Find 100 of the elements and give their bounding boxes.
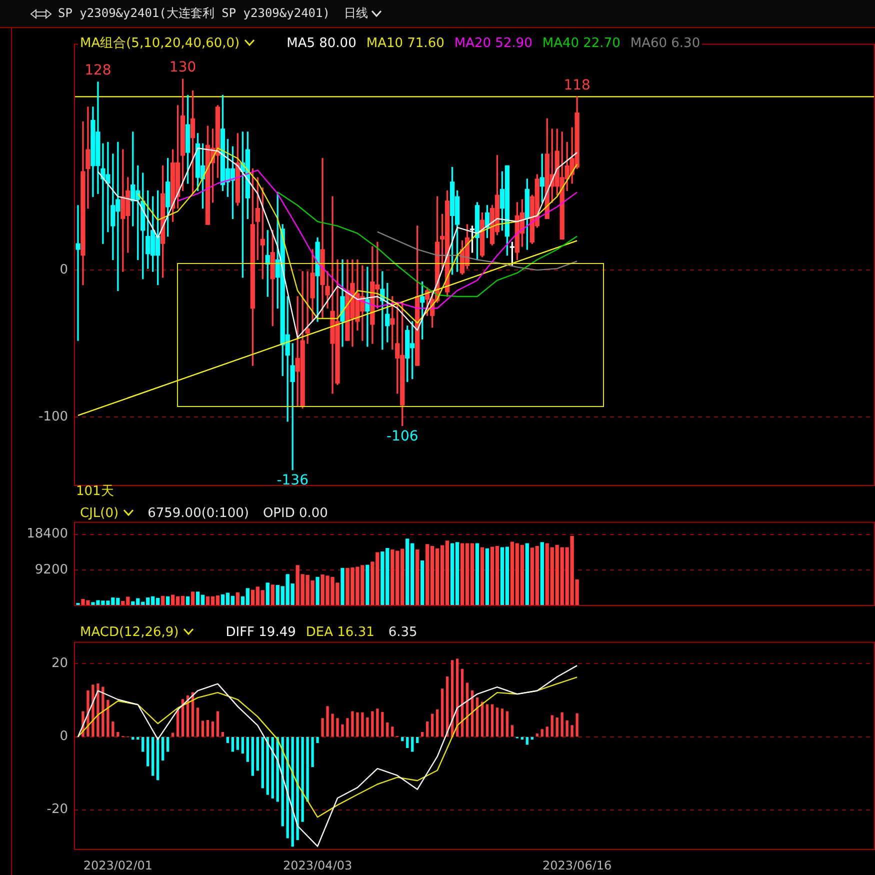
- bar: [431, 714, 434, 737]
- bar: [146, 736, 150, 766]
- bar: [480, 702, 484, 737]
- text: CJL(0): [80, 506, 120, 521]
- bar: [311, 736, 314, 768]
- bar: [162, 736, 164, 760]
- bar: [301, 736, 304, 822]
- bar: [270, 584, 274, 606]
- bar: [420, 560, 424, 606]
- bar: [326, 706, 329, 737]
- bar: [196, 708, 200, 737]
- bar: [421, 732, 424, 737]
- annotation: 118: [564, 77, 590, 94]
- bar: [106, 700, 110, 737]
- bar: [416, 550, 420, 606]
- bar: [346, 718, 349, 737]
- bar: [401, 736, 404, 742]
- bar: [261, 736, 264, 788]
- annotation: -136: [276, 472, 309, 488]
- bar: [190, 592, 195, 606]
- y-tick-label: 18400: [26, 526, 68, 542]
- bar: [246, 736, 250, 762]
- bar: [116, 732, 120, 737]
- bar: [381, 712, 384, 737]
- y-tick-label: 0: [60, 262, 68, 278]
- chart-subtitle: 日线: [344, 5, 368, 22]
- bar: [406, 736, 409, 748]
- bar: [331, 714, 334, 737]
- bar: [485, 548, 490, 606]
- bar: [340, 568, 344, 606]
- bar: [526, 736, 528, 745]
- bar: [216, 711, 220, 737]
- text: MACD(12,26,9): [80, 625, 180, 640]
- bar: [96, 683, 100, 737]
- text: MA60 6.30: [630, 36, 700, 50]
- bar: [475, 543, 480, 606]
- bar: [576, 713, 578, 737]
- bar: [416, 736, 419, 743]
- bar: [556, 717, 558, 737]
- bar: [226, 736, 230, 743]
- bar: [566, 720, 568, 737]
- text: MA10 71.60: [366, 36, 444, 50]
- x-tick-label: 2023/04/03: [282, 858, 352, 872]
- bar: [496, 708, 499, 737]
- annotation: 101天: [76, 483, 114, 500]
- chart-title: SP y2309&y2401(大连套利 SP y2309&y2401): [58, 5, 330, 22]
- text: 6759.00(0:100): [148, 506, 249, 521]
- bar: [206, 720, 210, 737]
- text: MA5 80.00: [286, 36, 356, 50]
- bar: [366, 564, 370, 606]
- text: OPID 0.00: [262, 506, 328, 521]
- bar: [546, 726, 548, 737]
- bar: [550, 715, 554, 737]
- bar: [266, 736, 269, 795]
- bar: [361, 712, 364, 737]
- bar: [506, 711, 509, 737]
- bar: [271, 736, 274, 798]
- bar: [386, 722, 389, 737]
- bar: [251, 736, 254, 776]
- bar: [221, 732, 224, 737]
- bar: [490, 704, 494, 737]
- bar: [102, 686, 104, 737]
- bar: [391, 726, 394, 737]
- text: 6.35: [388, 625, 418, 640]
- x-tick-label: 2023/02/01: [83, 858, 153, 872]
- bar: [376, 708, 379, 737]
- text: MA20 52.90: [454, 36, 532, 50]
- bar: [356, 712, 359, 737]
- bar: [570, 725, 574, 737]
- bar: [112, 721, 114, 737]
- bar: [500, 708, 504, 737]
- bar: [211, 721, 214, 737]
- bar: [426, 721, 429, 737]
- bar: [351, 711, 354, 737]
- bar: [316, 736, 319, 743]
- annotation: -106: [386, 428, 418, 444]
- y-tick-label: 20: [51, 656, 68, 672]
- bar: [480, 547, 484, 606]
- bar: [486, 704, 489, 737]
- bar: [142, 736, 144, 752]
- bar: [540, 542, 544, 606]
- text: DEA 16.31: [306, 625, 374, 640]
- bar: [366, 717, 369, 737]
- bar: [266, 582, 270, 606]
- bar: [316, 576, 320, 606]
- text: MA40 22.70: [542, 36, 620, 50]
- bar: [321, 718, 324, 737]
- annotation: 128: [84, 62, 112, 79]
- y-tick-label: 9200: [34, 562, 68, 578]
- bar: [201, 720, 204, 737]
- bar: [336, 718, 339, 737]
- bar: [92, 684, 94, 737]
- bar: [236, 736, 240, 750]
- bar: [371, 711, 374, 737]
- bar: [341, 724, 344, 737]
- bar: [241, 736, 244, 754]
- y-tick-label: -20: [46, 802, 68, 818]
- bar: [436, 709, 439, 737]
- y-tick-label: 0: [60, 729, 68, 744]
- text: DIFF 19.49: [226, 625, 296, 640]
